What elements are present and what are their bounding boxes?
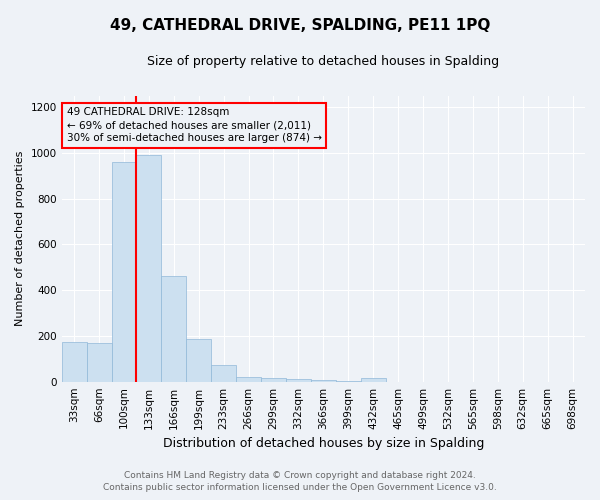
Bar (161, 276, 186, 382)
X-axis label: Distribution of detached houses by size in Spalding: Distribution of detached houses by size … (163, 437, 484, 450)
Text: 49 CATHEDRAL DRIVE: 128sqm
← 69% of detached houses are smaller (2,011)
30% of s: 49 CATHEDRAL DRIVE: 128sqm ← 69% of deta… (67, 107, 322, 144)
Bar (62, 342, 86, 382)
Bar (286, 380, 311, 382)
Text: 49, CATHEDRAL DRIVE, SPALDING, PE11 1PQ: 49, CATHEDRAL DRIVE, SPALDING, PE11 1PQ (110, 18, 490, 32)
Bar (86, 343, 112, 382)
Bar (112, 162, 136, 382)
Y-axis label: Number of detached properties: Number of detached properties (15, 151, 25, 326)
Bar (211, 364, 236, 382)
Bar (261, 378, 286, 382)
Bar (186, 340, 211, 382)
Bar (361, 378, 386, 382)
Bar (236, 377, 261, 382)
Bar (311, 380, 336, 382)
Text: Contains HM Land Registry data © Crown copyright and database right 2024.
Contai: Contains HM Land Registry data © Crown c… (103, 471, 497, 492)
Bar (136, 155, 161, 382)
Title: Size of property relative to detached houses in Spalding: Size of property relative to detached ho… (147, 55, 499, 68)
Bar (336, 380, 361, 382)
